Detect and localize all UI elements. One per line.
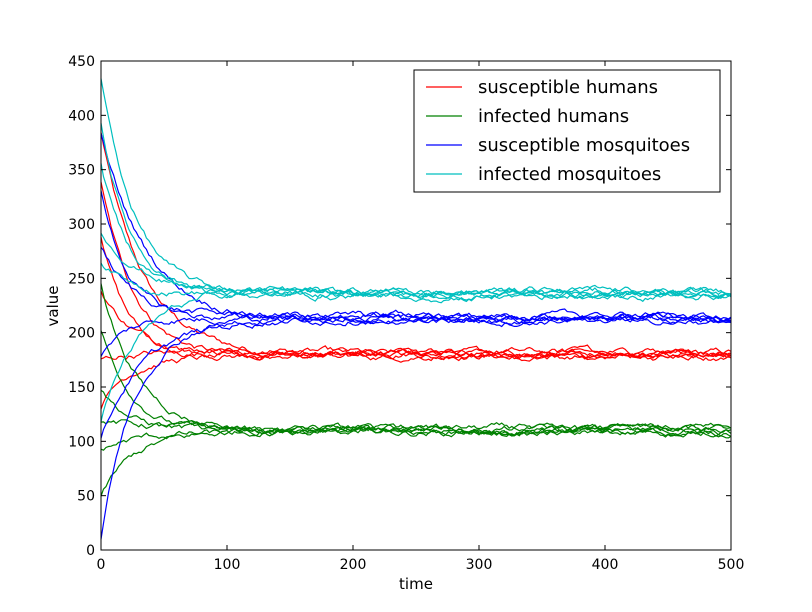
x-tick-label: 500 [718,557,745,573]
series-line-susceptible-mosquitoes-run-6 [100,313,732,540]
y-tick-label: 300 [68,217,95,233]
series-line-infected-humans-run-6 [100,422,732,497]
y-tick-label: 200 [68,326,95,342]
legend-label-susceptible-mosquitoes: susceptible mosquitoes [478,135,690,156]
legend-label-susceptible-humans: susceptible humans [478,77,658,98]
y-tick-label: 150 [68,380,95,396]
y-tick-label: 350 [68,163,95,179]
y-tick-label: 250 [68,271,95,287]
y-axis-label: value [44,286,62,327]
series-line-susceptible-humans-run-4 [100,290,732,363]
x-tick-label: 200 [340,557,367,573]
series-line-infected-humans-run-3 [100,389,732,439]
x-tick-label: 0 [97,557,106,573]
legend: susceptible humans infected humans susce… [413,69,721,193]
series-line-susceptible-mosquitoes-run-4 [100,309,732,357]
y-tick-label: 100 [68,434,95,450]
y-tick-label: 450 [68,54,95,70]
x-axis-label: time [399,575,433,593]
series-line-susceptible-mosquitoes-run-3 [100,247,732,326]
legend-label-infected-humans: infected humans [478,106,629,127]
legend-label-infected-mosquitoes: infected mosquitoes [478,164,661,185]
x-tick-label: 100 [214,557,241,573]
series-line-infected-humans-run-4 [100,419,732,438]
plot-frame [100,60,732,551]
y-tick-label: 0 [86,543,95,559]
legend-box [413,69,721,193]
plot-lines [100,78,732,540]
series-line-susceptible-mosquitoes-run-1 [100,133,732,328]
series-line-infected-mosquitoes-run-6 [100,286,732,422]
y-tick-label: 400 [68,108,95,124]
y-tick-label: 50 [77,489,95,505]
x-tick-label: 300 [466,557,493,573]
x-tick-label: 400 [592,557,619,573]
axis-ticks: 0 100 200 300 400 500 0 50 100 150 200 250 300 350 400… [68,54,744,573]
series-line-susceptible-humans-run-6 [100,347,732,410]
